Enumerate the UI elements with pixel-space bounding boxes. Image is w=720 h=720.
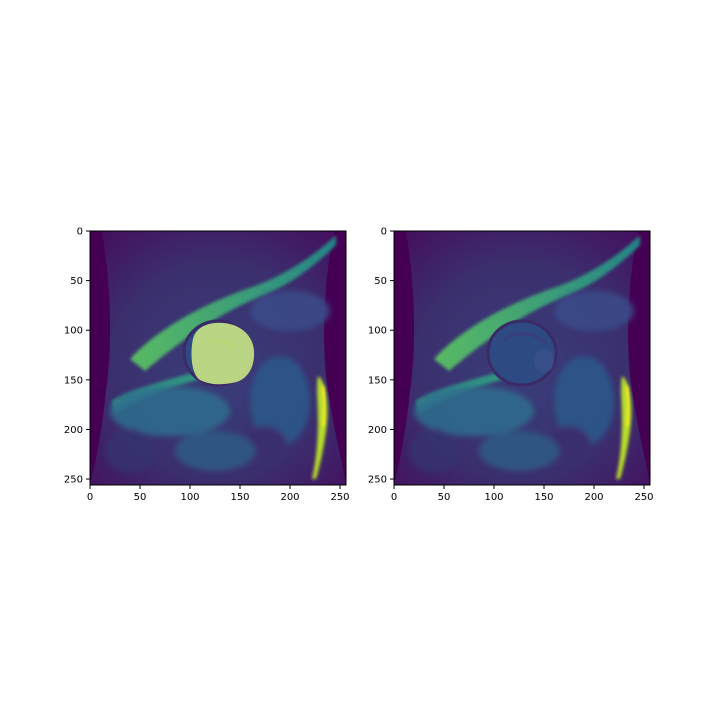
y-tick-label-right-50: 50 bbox=[374, 276, 387, 287]
y-tick-label-right-200: 200 bbox=[368, 425, 387, 436]
right-image-panel bbox=[394, 231, 650, 485]
x-tick-label-left-50: 50 bbox=[134, 492, 147, 503]
left-image-panel bbox=[90, 231, 346, 485]
y-tick-label-right-100: 100 bbox=[368, 326, 387, 337]
x-tick-label-left-0: 0 bbox=[87, 492, 93, 503]
x-tick-label-right-250: 250 bbox=[634, 492, 653, 503]
x-tick-label-right-200: 200 bbox=[584, 492, 603, 503]
x-tick-label-right-100: 100 bbox=[484, 492, 503, 503]
y-tick-label-left-0: 0 bbox=[77, 227, 83, 238]
y-tick-label-left-100: 100 bbox=[64, 326, 83, 337]
y-tick-label-left-150: 150 bbox=[64, 375, 83, 386]
x-tick-label-right-50: 50 bbox=[438, 492, 451, 503]
y-tick-label-left-250: 250 bbox=[64, 475, 83, 486]
y-tick-label-left-200: 200 bbox=[64, 425, 83, 436]
x-tick-label-right-0: 0 bbox=[391, 492, 397, 503]
right-mri-image bbox=[394, 231, 650, 485]
left-mri-image bbox=[90, 231, 346, 485]
x-tick-label-left-200: 200 bbox=[280, 492, 299, 503]
segmentation-mask bbox=[191, 322, 255, 385]
y-tick-label-right-0: 0 bbox=[381, 227, 387, 238]
y-tick-label-right-150: 150 bbox=[368, 375, 387, 386]
x-tick-label-left-100: 100 bbox=[180, 492, 199, 503]
x-tick-label-right-150: 150 bbox=[534, 492, 553, 503]
x-tick-label-left-250: 250 bbox=[330, 492, 349, 503]
x-tick-label-left-150: 150 bbox=[230, 492, 249, 503]
y-tick-label-left-50: 50 bbox=[70, 276, 83, 287]
y-tick-label-right-250: 250 bbox=[368, 475, 387, 486]
